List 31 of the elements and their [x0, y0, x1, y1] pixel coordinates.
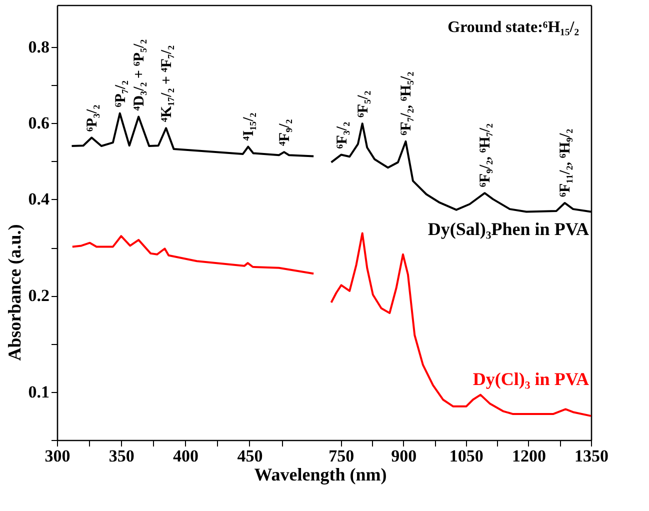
annotation: ⁴I₁₅/₂: [241, 112, 258, 141]
x-tick-label: 1200: [512, 446, 546, 466]
annotation: ⁴K₁₇/₂ + ⁴F₇/₂: [159, 44, 176, 122]
x-axis-title: Wavelength (nm): [254, 464, 387, 484]
x-tick-label: 750: [328, 446, 354, 466]
y-axis-title: Absorbance (a.u.): [4, 224, 24, 361]
x-tick-label: 400: [173, 446, 199, 466]
annotation: ⁶F₃/₂: [334, 121, 350, 149]
y-tick-label: 0.2: [28, 286, 50, 306]
annotation: ⁴D₃/₂ + ⁶P₅/₂: [132, 38, 148, 111]
annotation: ⁶F₁₁/₂, ⁶H₉/₂: [558, 128, 574, 197]
annotation: Ground state:⁶H₁₅/₂: [448, 19, 580, 36]
annotation: ⁶P₇/₂: [112, 80, 129, 108]
x-tick-label: 900: [391, 446, 417, 466]
line-series: [71, 235, 315, 275]
annotation: ⁶F₅/₂: [355, 90, 372, 118]
x-tick-label: 450: [237, 446, 263, 466]
series-label: Dy(Sal)₃Phen in PVA: [428, 219, 589, 239]
y-tick-label: 0.4: [28, 189, 50, 208]
y-tick-label: 0.8: [28, 37, 50, 56]
y-tick-label: 0.6: [28, 113, 50, 132]
annotation: ⁶F₉/₂, ⁶H₇/₂: [478, 122, 494, 188]
y-tick-label: 0.1: [28, 382, 50, 402]
annotation: ⁴F₉/₂: [277, 118, 294, 146]
annotation: ⁶F₇/₂, ⁶H₅/₂: [398, 71, 415, 136]
annotation: ⁶P₃/₂: [84, 104, 101, 132]
x-tick-label: 300: [44, 446, 70, 466]
x-tick-label: 1050: [449, 446, 484, 466]
x-tick-label: 1350: [574, 446, 608, 466]
series-label: Dy(Cl)₃ in PVA: [472, 368, 589, 389]
x-tick-label: 350: [108, 446, 134, 466]
